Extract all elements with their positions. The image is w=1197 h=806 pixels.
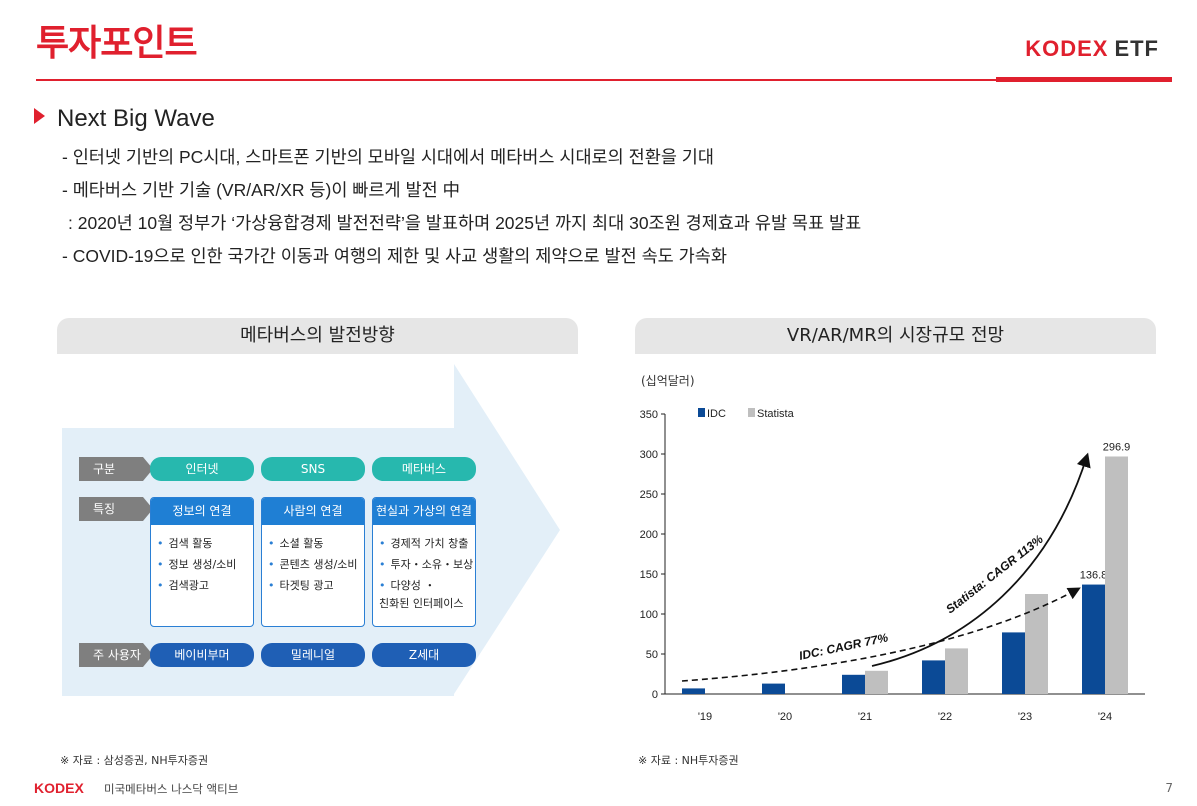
legend-label: IDC (707, 408, 726, 420)
x-tick-label: '23 (1018, 711, 1032, 723)
user-babyboomer: 베이비부머 (150, 643, 254, 667)
feature-item: • 경제적 가치 창출 (379, 537, 469, 550)
panel-title-left: 메타버스의 발전방향 (57, 318, 578, 354)
section-heading: Next Big Wave (34, 105, 215, 133)
feature-box-metaverse: 현실과 가상의 연결 • 경제적 가치 창출 • 투자・소유・보상 • 다양성 ・ 친… (372, 497, 476, 627)
row-label-users: 주 사용자 (79, 643, 153, 667)
bar-idc (762, 683, 785, 694)
y-tick-label: 200 (640, 529, 658, 541)
y-tick-label: 100 (640, 609, 658, 621)
footer-fund-name: 미국메타버스 나스닥 액티브 (104, 782, 239, 796)
x-tick-label: '19 (698, 711, 712, 723)
bar-idc (682, 688, 705, 694)
y-tick-label: 0 (652, 689, 658, 701)
bar-idc (1082, 584, 1105, 694)
page-number: 7 (1165, 781, 1173, 795)
feature-box-internet: 정보의 연결 • 검색 활동 • 정보 생성/소비 • 검색광고 (150, 497, 254, 627)
bar-statista (1105, 456, 1128, 694)
feature-item: • 정보 생성/소비 (157, 558, 237, 571)
y-tick-label: 300 (640, 449, 658, 461)
row-label-feature: 특징 (79, 497, 153, 521)
x-tick-label: '21 (858, 711, 872, 723)
bullet-item: : 2020년 10월 정부가 ‘가상융합경제 발전전략’을 발표하며 2025… (68, 213, 862, 233)
bar-idc (842, 674, 865, 694)
feature-item: • 소셜 활동 (268, 537, 324, 550)
feature-title: 정보의 연결 (151, 498, 253, 525)
cagr-annotation: IDC: CAGR 77% (798, 630, 890, 663)
feature-title: 사람의 연결 (262, 498, 364, 525)
x-tick-label: '20 (778, 711, 792, 723)
chevron-right-icon (34, 108, 45, 124)
data-label: 296.9 (1103, 441, 1131, 453)
header-divider (36, 79, 996, 81)
column-sns: SNS (261, 457, 365, 481)
feature-box-sns: 사람의 연결 • 소셜 활동 • 콘텐츠 생성/소비 • 타겟팅 광고 (261, 497, 365, 627)
panel-title-right: VR/AR/MR의 시장규모 전망 (635, 318, 1156, 354)
kodex-etf-logo: KODEX ETF (1025, 36, 1159, 61)
feature-item: • 검색광고 (157, 579, 209, 592)
legend-swatch (698, 408, 705, 417)
data-label: 136.8 (1080, 570, 1108, 582)
bar-statista (1025, 594, 1048, 694)
y-tick-label: 150 (640, 569, 658, 581)
row-label-category: 구분 (79, 457, 153, 481)
header-divider-accent (996, 77, 1172, 82)
feature-item: • 타겟팅 광고 (268, 579, 334, 592)
page-title: 투자포인트 (36, 23, 198, 64)
feature-item: • 콘텐츠 생성/소비 (268, 558, 358, 571)
x-tick-label: '24 (1098, 711, 1112, 723)
idc-trend-arrow (681, 587, 1081, 682)
legend-swatch (748, 408, 755, 417)
y-tick-label: 250 (640, 489, 658, 501)
chart-unit-label: (십억달러) (641, 374, 695, 388)
legend-label: Statista (757, 408, 795, 420)
user-genz: Z세대 (372, 643, 476, 667)
y-tick-label: 350 (640, 409, 658, 421)
bullet-item: - COVID-19으로 인한 국가간 이동과 여행의 제한 및 사교 생활의 … (62, 246, 727, 266)
source-note-left: ※ 자료 : 삼성증권, NH투자증권 (60, 754, 209, 767)
bar-statista (865, 670, 888, 694)
feature-item: • 검색 활동 (157, 537, 213, 550)
source-note-right: ※ 자료 : NH투자증권 (638, 754, 739, 767)
column-internet: 인터넷 (150, 457, 254, 481)
feature-item: • 다양성 ・ 친화된 인터페이스 (379, 579, 464, 610)
bar-statista (945, 648, 968, 694)
bullet-item: - 메타버스 기반 기술 (VR/AR/XR 등)이 빠르게 발전 中 (62, 180, 461, 200)
footer-logo: KODEX (34, 780, 84, 796)
feature-item: • 투자・소유・보상 (379, 558, 474, 571)
market-size-chart: 0 50 100 150 200 250 300 350 '19 '20 '21 '22 '23 '24 1… (640, 408, 1145, 723)
x-tick-label: '22 (938, 711, 952, 723)
user-millennial: 밀레니얼 (261, 643, 365, 667)
column-metaverse: 메타버스 (372, 457, 476, 481)
bar-idc (1002, 632, 1025, 694)
bullet-item: - 인터넷 기반의 PC시대, 스마트폰 기반의 모바일 시대에서 메타버스 시… (62, 147, 714, 167)
y-tick-label: 50 (646, 649, 658, 661)
feature-title: 현실과 가상의 연결 (373, 498, 475, 525)
bar-idc (922, 660, 945, 694)
statista-trend-arrow (871, 452, 1091, 667)
